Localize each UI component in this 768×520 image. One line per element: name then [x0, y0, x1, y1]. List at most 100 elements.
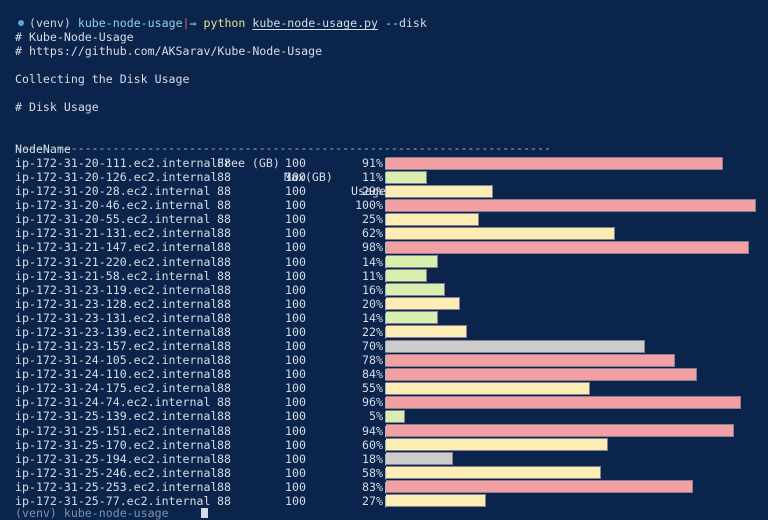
bar-separator: | — [382, 156, 389, 170]
max-gb: 100 — [285, 212, 306, 227]
bar-separator: | — [382, 367, 389, 381]
usage-percent: 11% — [362, 170, 383, 185]
bar-separator: | — [382, 480, 389, 494]
prompt-arrow-icon: ⇒ — [189, 16, 197, 30]
usage-bar — [386, 212, 479, 226]
free-gb: 88 — [217, 310, 231, 325]
max-gb: 100 — [285, 465, 306, 480]
free-gb: 88 — [217, 240, 231, 255]
node-name: ip-172-31-23-119.ec2.internal — [15, 282, 218, 297]
usage-bar — [386, 325, 468, 339]
bar-separator: | — [382, 409, 389, 423]
usage-bar — [386, 184, 494, 198]
table-row: ip-172-31-20-28.ec2.internal 88 100 29%| — [15, 184, 395, 198]
usage-percent: 58% — [362, 465, 383, 480]
bar-separator: | — [382, 170, 389, 184]
max-gb: 100 — [285, 324, 306, 339]
node-name: ip-172-31-25-151.ec2.internal — [15, 423, 218, 438]
command-name: python — [203, 16, 246, 30]
node-name: ip-172-31-23-128.ec2.internal — [15, 296, 218, 311]
free-gb: 88 — [217, 493, 231, 508]
usage-bar — [386, 297, 460, 311]
free-gb: 88 — [217, 184, 231, 199]
max-gb: 100 — [285, 381, 306, 396]
status-dot-icon — [17, 20, 24, 26]
usage-bar — [386, 409, 405, 423]
command-args: --disk — [385, 16, 427, 30]
max-gb: 100 — [285, 240, 306, 255]
usage-percent: 94% — [362, 423, 383, 438]
usage-bar — [386, 240, 749, 254]
node-name: ip-172-31-21-58.ec2.internal — [15, 268, 211, 283]
usage-bar — [386, 424, 734, 438]
usage-percent: 11% — [362, 268, 383, 283]
script-name[interactable]: kube-node-usage.py — [252, 16, 379, 30]
usage-bar — [386, 466, 601, 480]
header-node-name: NodeName — [15, 142, 71, 156]
node-name: ip-172-31-20-111.ec2.internal — [15, 156, 218, 170]
usage-percent: 25% — [362, 212, 383, 227]
max-gb: 100 — [285, 437, 306, 452]
free-gb: 88 — [217, 465, 231, 480]
usage-percent: 18% — [362, 451, 383, 466]
free-gb: 88 — [217, 437, 231, 452]
max-gb: 100 — [285, 198, 306, 213]
usage-bar — [386, 198, 756, 212]
free-gb: 88 — [217, 212, 231, 227]
usage-percent: 78% — [362, 353, 383, 368]
bar-separator: | — [382, 325, 389, 339]
max-gb: 100 — [285, 268, 306, 283]
node-name: ip-172-31-23-131.ec2.internal — [15, 310, 218, 325]
node-name: ip-172-31-25-246.ec2.internal — [15, 465, 218, 480]
max-gb: 100 — [285, 339, 306, 354]
free-gb: 88 — [217, 282, 231, 297]
max-gb: 100 — [285, 493, 306, 508]
usage-bar — [386, 226, 616, 240]
banner-url: # https://github.com/AKSarav/Kube-Node-U… — [15, 44, 323, 58]
usage-percent: 62% — [362, 226, 383, 241]
usage-percent: 5% — [369, 409, 383, 424]
free-gb: 88 — [217, 381, 231, 396]
usage-percent: 70% — [362, 339, 383, 354]
node-name: ip-172-31-23-157.ec2.internal — [15, 339, 218, 354]
venv-label: (venv) — [28, 16, 71, 30]
bar-separator: | — [382, 269, 389, 283]
max-gb: 100 — [285, 170, 306, 185]
node-name: ip-172-31-25-77.ec2.internal — [15, 493, 211, 508]
table-row: ip-172-31-25-77.ec2.internal 88 100 27%| — [15, 494, 395, 508]
usage-percent: 14% — [362, 310, 383, 325]
max-gb: 100 — [285, 367, 306, 382]
usage-bar — [386, 156, 723, 170]
usage-percent: 27% — [362, 493, 383, 508]
free-gb: 88 — [217, 156, 231, 170]
usage-percent: 14% — [362, 254, 383, 269]
node-name: ip-172-31-20-55.ec2.internal — [15, 212, 211, 227]
node-name: ip-172-31-24-175.ec2.internal — [15, 381, 218, 396]
free-gb: 88 — [217, 170, 231, 185]
usage-bar — [386, 395, 742, 409]
max-gb: 100 — [285, 479, 306, 494]
usage-bar — [386, 269, 427, 283]
usage-bar — [386, 255, 438, 269]
max-gb: 100 — [285, 156, 306, 170]
max-gb: 100 — [285, 423, 306, 438]
usage-bar — [386, 339, 645, 353]
bar-separator: | — [382, 198, 389, 212]
max-gb: 100 — [285, 310, 306, 325]
table-divider: ----------------------------------------… — [15, 141, 551, 155]
usage-bar — [386, 494, 486, 508]
table-row: ip-172-31-20-46.ec2.internal 88 100 100%| — [15, 198, 395, 212]
node-name: ip-172-31-23-139.ec2.internal — [15, 324, 218, 339]
free-gb: 88 — [217, 268, 231, 283]
free-gb: 88 — [217, 423, 231, 438]
usage-percent: 16% — [362, 282, 383, 297]
free-gb: 88 — [217, 479, 231, 494]
bar-separator: | — [382, 381, 389, 395]
